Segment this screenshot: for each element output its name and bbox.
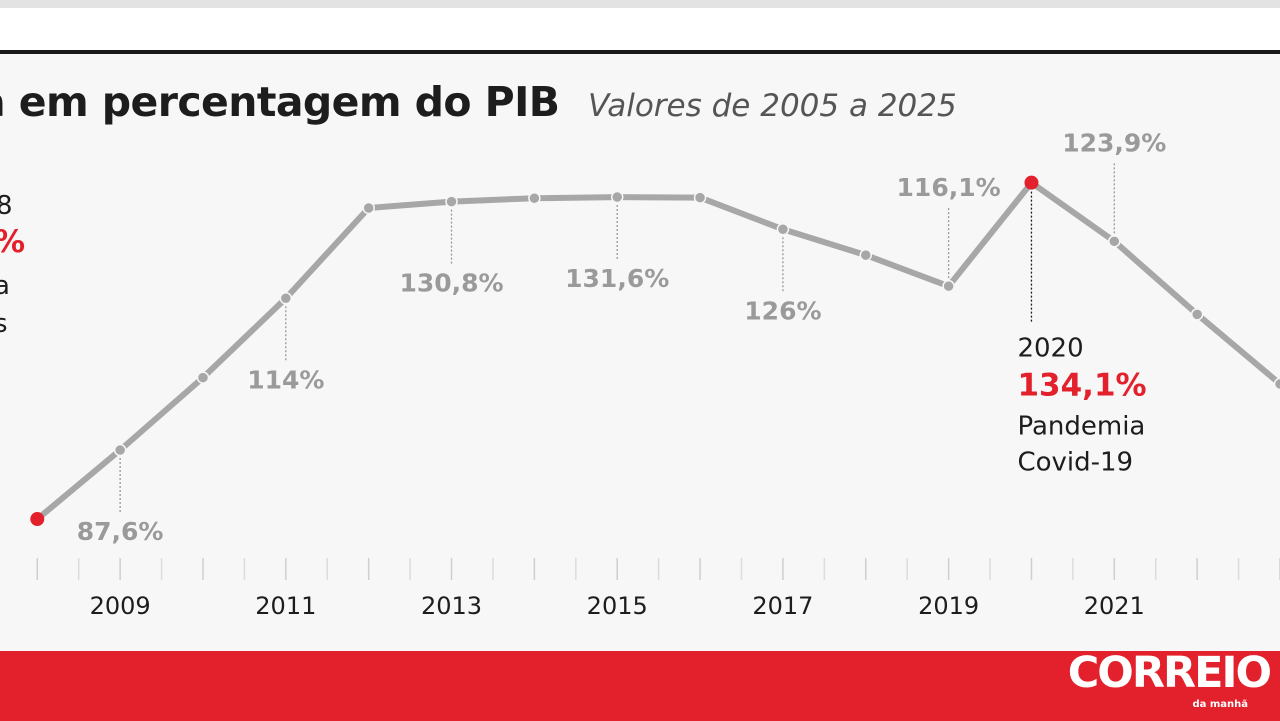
- data-point: [528, 191, 541, 205]
- x-tick-label: 2015: [587, 592, 648, 620]
- chart-panel: [0, 54, 1280, 651]
- covid-callout: 2020 134,1% Pandemia Covid-19: [1017, 334, 1146, 478]
- top-strip: [0, 0, 1280, 8]
- data-labels: 87,6% 114% 130,8% 131,6% 126% 116,1% 123,9%: [77, 128, 1167, 546]
- data-point: [279, 292, 293, 305]
- data-label: 131,6%: [565, 264, 669, 293]
- chart-subtitle: Valores de 2005 a 2025: [588, 88, 957, 124]
- cropped-callout-value: %: [0, 224, 25, 260]
- line-chart: 2009 2011 2013 2015 2017 2019 2021 87,6% 114% 13…: [0, 128, 1280, 620]
- x-tick-label: 2021: [1084, 592, 1145, 620]
- cropped-callout-year: 8: [0, 191, 13, 221]
- x-tick-label: 2017: [752, 592, 813, 620]
- x-tick-label: 2019: [918, 592, 979, 620]
- highlight-point: [30, 512, 45, 527]
- data-label: 114%: [247, 365, 324, 394]
- x-tick-label: 2013: [421, 592, 482, 620]
- cropped-left-callout: 8 % a s: [0, 191, 25, 339]
- frame-top-border: [0, 50, 1280, 54]
- cropped-callout-line-2: s: [0, 309, 8, 339]
- chart-title: a em percentagem do PIB: [0, 78, 560, 126]
- data-point: [1108, 235, 1121, 248]
- data-points: [30, 175, 1280, 527]
- callout-description-line-1: Pandemia: [1017, 412, 1145, 442]
- highlight-point: [1024, 175, 1039, 190]
- brand-logo: CORREIO: [1067, 648, 1272, 698]
- data-point: [113, 443, 127, 457]
- leader-lines: [119, 161, 1115, 513]
- data-point: [196, 371, 210, 384]
- data-point: [445, 195, 458, 208]
- data-point: [1273, 377, 1280, 391]
- data-label: 130,8%: [399, 269, 503, 298]
- data-label: 87,6%: [77, 517, 164, 546]
- footer-band: [0, 651, 1280, 721]
- callout-year: 2020: [1017, 334, 1083, 364]
- x-axis: 2009 2011 2013 2015 2017 2019 2021: [36, 558, 1280, 620]
- series-line: [34, 179, 1280, 523]
- data-label: 123,9%: [1062, 128, 1166, 157]
- data-point: [942, 279, 955, 293]
- data-label: 116,1%: [897, 173, 1001, 202]
- data-point: [1190, 308, 1204, 321]
- callout-description-line-2: Covid-19: [1017, 448, 1133, 478]
- callout-value: 134,1%: [1017, 368, 1146, 404]
- data-point: [859, 248, 873, 262]
- data-point: [610, 190, 624, 204]
- x-tick-label: 2011: [255, 592, 316, 620]
- data-point: [776, 223, 790, 236]
- data-label: 126%: [744, 296, 821, 325]
- data-point: [362, 201, 375, 215]
- cropped-callout-line-1: a: [0, 271, 10, 301]
- data-point: [693, 191, 707, 204]
- brand-tagline: da manhã: [1192, 699, 1248, 710]
- x-tick-label: 2009: [90, 592, 151, 620]
